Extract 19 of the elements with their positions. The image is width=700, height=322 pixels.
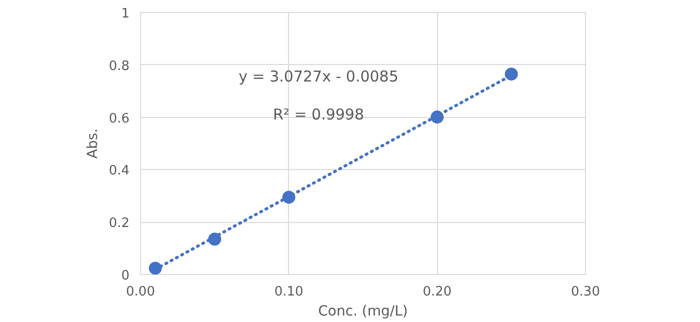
x-axis-title: Conc. (mg/L) — [318, 304, 408, 320]
point — [208, 232, 222, 246]
point — [430, 110, 444, 124]
y-tick-label: 0.4 — [108, 164, 130, 179]
point — [282, 190, 296, 204]
x-tick-label: 0.30 — [571, 284, 600, 300]
annotation: R² = 0.9998 — [272, 106, 364, 124]
point — [148, 262, 162, 274]
x-tick-label: 0.10 — [274, 284, 304, 300]
y-tick-label: 0.2 — [108, 216, 130, 232]
x-tick-label: 0.00 — [126, 284, 155, 300]
y-tick-label: 0 — [121, 268, 130, 284]
annotation: y = 3.0727x - 0.0085 — [238, 68, 398, 86]
point — [504, 68, 518, 81]
x-tick-label: 0.20 — [422, 284, 452, 300]
y-axis-title: Abs. — [84, 128, 101, 159]
y-tick-label: 0.8 — [108, 58, 130, 74]
y-tick-label: 0.6 — [108, 111, 130, 126]
y-tick-label: 1 — [121, 6, 130, 22]
